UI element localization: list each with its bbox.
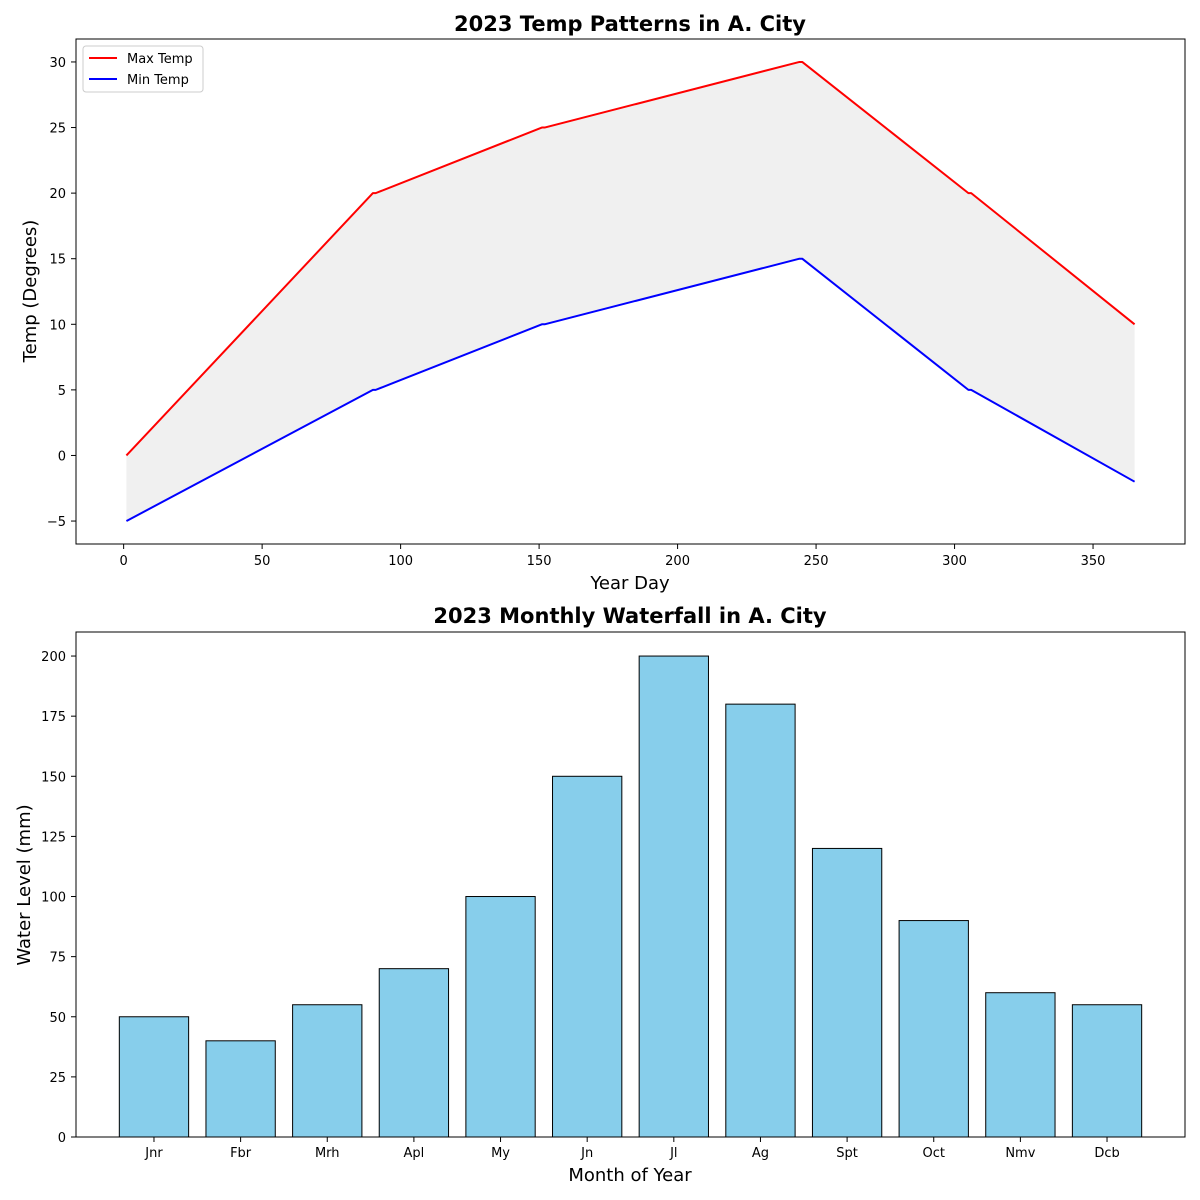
y-tick-label: 0 bbox=[58, 449, 66, 464]
bar-mrh bbox=[292, 1004, 363, 1138]
y-tick-label: −5 bbox=[47, 515, 66, 530]
y-tick-label: 150 bbox=[41, 770, 66, 785]
temperature-plot-frame bbox=[75, 38, 1186, 545]
x-tick-label: Nmv bbox=[1005, 1146, 1035, 1161]
y-tick-label: 175 bbox=[41, 710, 66, 725]
bar-jn bbox=[552, 775, 623, 1138]
bar-ag bbox=[725, 703, 796, 1138]
bar-spt bbox=[811, 847, 883, 1138]
y-tick-label: 25 bbox=[49, 122, 66, 137]
y-tick-label: 100 bbox=[41, 891, 66, 906]
waterfall-x-axis-label: Month of Year bbox=[568, 1165, 692, 1186]
x-tick-label: My bbox=[491, 1146, 510, 1161]
waterfall-x-ticks: Jnr Fbr Mrh Apl My Jn Jl Ag Spt Oct Nmv Dcb bbox=[144, 1137, 1120, 1161]
legend-label-min-temp: Min Temp bbox=[127, 73, 189, 88]
x-tick-label: Fbr bbox=[230, 1146, 252, 1161]
x-tick-label: 250 bbox=[804, 554, 829, 569]
x-tick-label: Mrh bbox=[315, 1146, 340, 1161]
bar-my bbox=[465, 896, 536, 1138]
temperature-x-ticks: 0 50 100 150 200 250 300 350 bbox=[119, 544, 1105, 569]
temperature-legend: Max Temp Min Temp bbox=[82, 45, 204, 93]
bar-fbr bbox=[205, 1040, 276, 1138]
x-tick-label: Oct bbox=[923, 1146, 945, 1161]
waterfall-y-ticks: 0 25 50 75 100 125 150 175 200 bbox=[41, 650, 76, 1146]
x-tick-label: Apl bbox=[404, 1146, 425, 1161]
bar-jl bbox=[638, 655, 709, 1138]
y-tick-label: 30 bbox=[49, 56, 66, 71]
temperature-range-fill-layer bbox=[126, 61, 1135, 522]
waterfall-plot-frame bbox=[75, 631, 1186, 1138]
x-tick-label: Jn bbox=[580, 1146, 593, 1161]
waterfall-chart: 2023 Monthly Waterfall in A. City Jnr Fbr… bbox=[14, 604, 1186, 1186]
legend-label-max-temp: Max Temp bbox=[127, 52, 193, 67]
temperature-range-fill bbox=[126, 61, 1135, 522]
y-tick-label: 5 bbox=[58, 384, 66, 399]
y-tick-label: 25 bbox=[49, 1071, 66, 1086]
x-tick-label: 200 bbox=[665, 554, 690, 569]
waterfall-y-axis-label: Water Level (mm) bbox=[14, 804, 35, 965]
y-tick-label: 50 bbox=[49, 1011, 66, 1026]
waterfall-bars-layer bbox=[118, 655, 1143, 1138]
x-tick-label: 0 bbox=[119, 554, 127, 569]
bar-nmv bbox=[985, 992, 1056, 1138]
y-tick-label: 125 bbox=[41, 830, 66, 845]
bar-oct bbox=[898, 920, 969, 1138]
temperature-lines-layer bbox=[125, 60, 1136, 522]
y-tick-label: 20 bbox=[49, 187, 66, 202]
series-line-min-temp bbox=[125, 257, 1136, 522]
x-tick-label: Dcb bbox=[1094, 1146, 1119, 1161]
y-tick-label: 15 bbox=[49, 253, 66, 268]
y-tick-label: 200 bbox=[41, 650, 66, 665]
temperature-x-axis-label: Year Day bbox=[589, 573, 670, 594]
series-line-max-temp bbox=[125, 60, 1136, 457]
temperature-y-axis-label: Temp (Degrees) bbox=[20, 220, 41, 364]
waterfall-chart-title: 2023 Monthly Waterfall in A. City bbox=[433, 604, 826, 628]
x-tick-label: Ag bbox=[752, 1146, 769, 1161]
x-tick-label: 50 bbox=[254, 554, 271, 569]
x-tick-label: Jl bbox=[669, 1146, 677, 1161]
x-tick-label: 300 bbox=[942, 554, 967, 569]
temperature-chart: 2023 Temp Patterns in A. City 0 50 100 150 2… bbox=[20, 12, 1186, 594]
y-tick-label: 10 bbox=[49, 318, 66, 333]
x-tick-label: Jnr bbox=[144, 1146, 163, 1161]
x-tick-label: Spt bbox=[836, 1146, 858, 1161]
x-tick-label: 350 bbox=[1081, 554, 1106, 569]
x-tick-label: 100 bbox=[388, 554, 413, 569]
bar-jnr bbox=[118, 1016, 190, 1138]
bar-apl bbox=[378, 968, 450, 1138]
bar-dcb bbox=[1071, 1004, 1143, 1138]
x-tick-label: 150 bbox=[527, 554, 552, 569]
y-tick-label: 0 bbox=[58, 1131, 66, 1146]
temperature-y-ticks: −5 0 5 10 15 20 25 30 bbox=[47, 56, 76, 530]
y-tick-label: 75 bbox=[49, 951, 66, 966]
temperature-chart-title: 2023 Temp Patterns in A. City bbox=[454, 12, 806, 36]
